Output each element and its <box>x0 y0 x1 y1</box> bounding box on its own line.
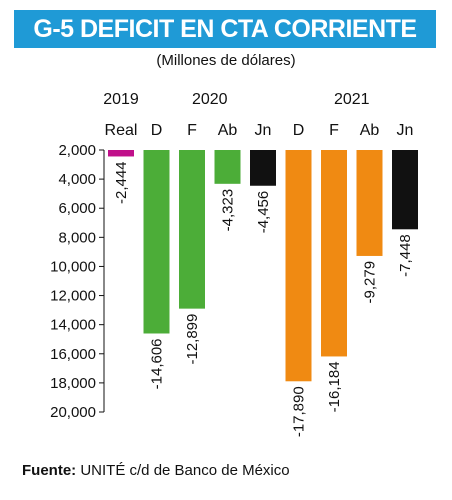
bar <box>285 150 312 382</box>
bar <box>214 150 241 184</box>
y-tick-label: 10,000 <box>50 258 96 275</box>
category-label: F <box>187 122 197 139</box>
data-label: -9,279 <box>362 261 379 304</box>
year-label: 2020 <box>192 91 228 108</box>
year-label: 2019 <box>103 91 139 108</box>
bar <box>179 150 205 309</box>
data-label: -16,184 <box>326 361 343 412</box>
source-note: Fuente: UNITÉ c/d de Banco de México <box>22 462 290 479</box>
y-tick-label: 2,000 <box>58 142 96 159</box>
data-label: -2,444 <box>113 161 130 204</box>
y-tick-label: 12,000 <box>50 288 96 305</box>
year-label: 2021 <box>334 91 370 108</box>
y-tick-label: 20,000 <box>50 404 96 421</box>
data-label: -14,606 <box>149 338 166 389</box>
chart-subtitle: (Millones de dólares) <box>156 52 296 69</box>
bar <box>250 150 276 186</box>
bar <box>143 150 170 334</box>
y-tick-label: 4,000 <box>58 171 96 188</box>
data-label: -4,323 <box>220 189 237 232</box>
y-tick-label: 8,000 <box>58 229 96 246</box>
y-tick-label: 18,000 <box>50 375 96 392</box>
category-label: Real <box>105 122 138 139</box>
category-label: F <box>329 122 339 139</box>
chart-title: G-5 DEFICIT EN CTA CORRIENTE <box>33 15 417 43</box>
bar <box>392 150 418 230</box>
data-label: -7,448 <box>397 234 414 277</box>
category-label: Jn <box>255 122 272 139</box>
category-label: Jn <box>397 122 414 139</box>
bar <box>108 150 134 157</box>
source-text: UNITÉ c/d de Banco de México <box>80 462 290 479</box>
y-tick-label: 6,000 <box>58 200 96 217</box>
category-label: Ab <box>360 122 380 139</box>
data-label: -4,456 <box>255 191 272 234</box>
title-bar: G-5 DEFICIT EN CTA CORRIENTE <box>14 10 436 48</box>
category-label: D <box>151 122 163 139</box>
bar <box>321 150 347 357</box>
bar <box>356 150 383 256</box>
category-label: D <box>293 122 305 139</box>
y-tick-label: 14,000 <box>50 317 96 334</box>
data-label: -12,899 <box>184 314 201 365</box>
y-tick-label: 16,000 <box>50 346 96 363</box>
source-label: Fuente: <box>22 462 77 479</box>
data-label: -17,890 <box>291 386 308 437</box>
category-label: Ab <box>218 122 238 139</box>
